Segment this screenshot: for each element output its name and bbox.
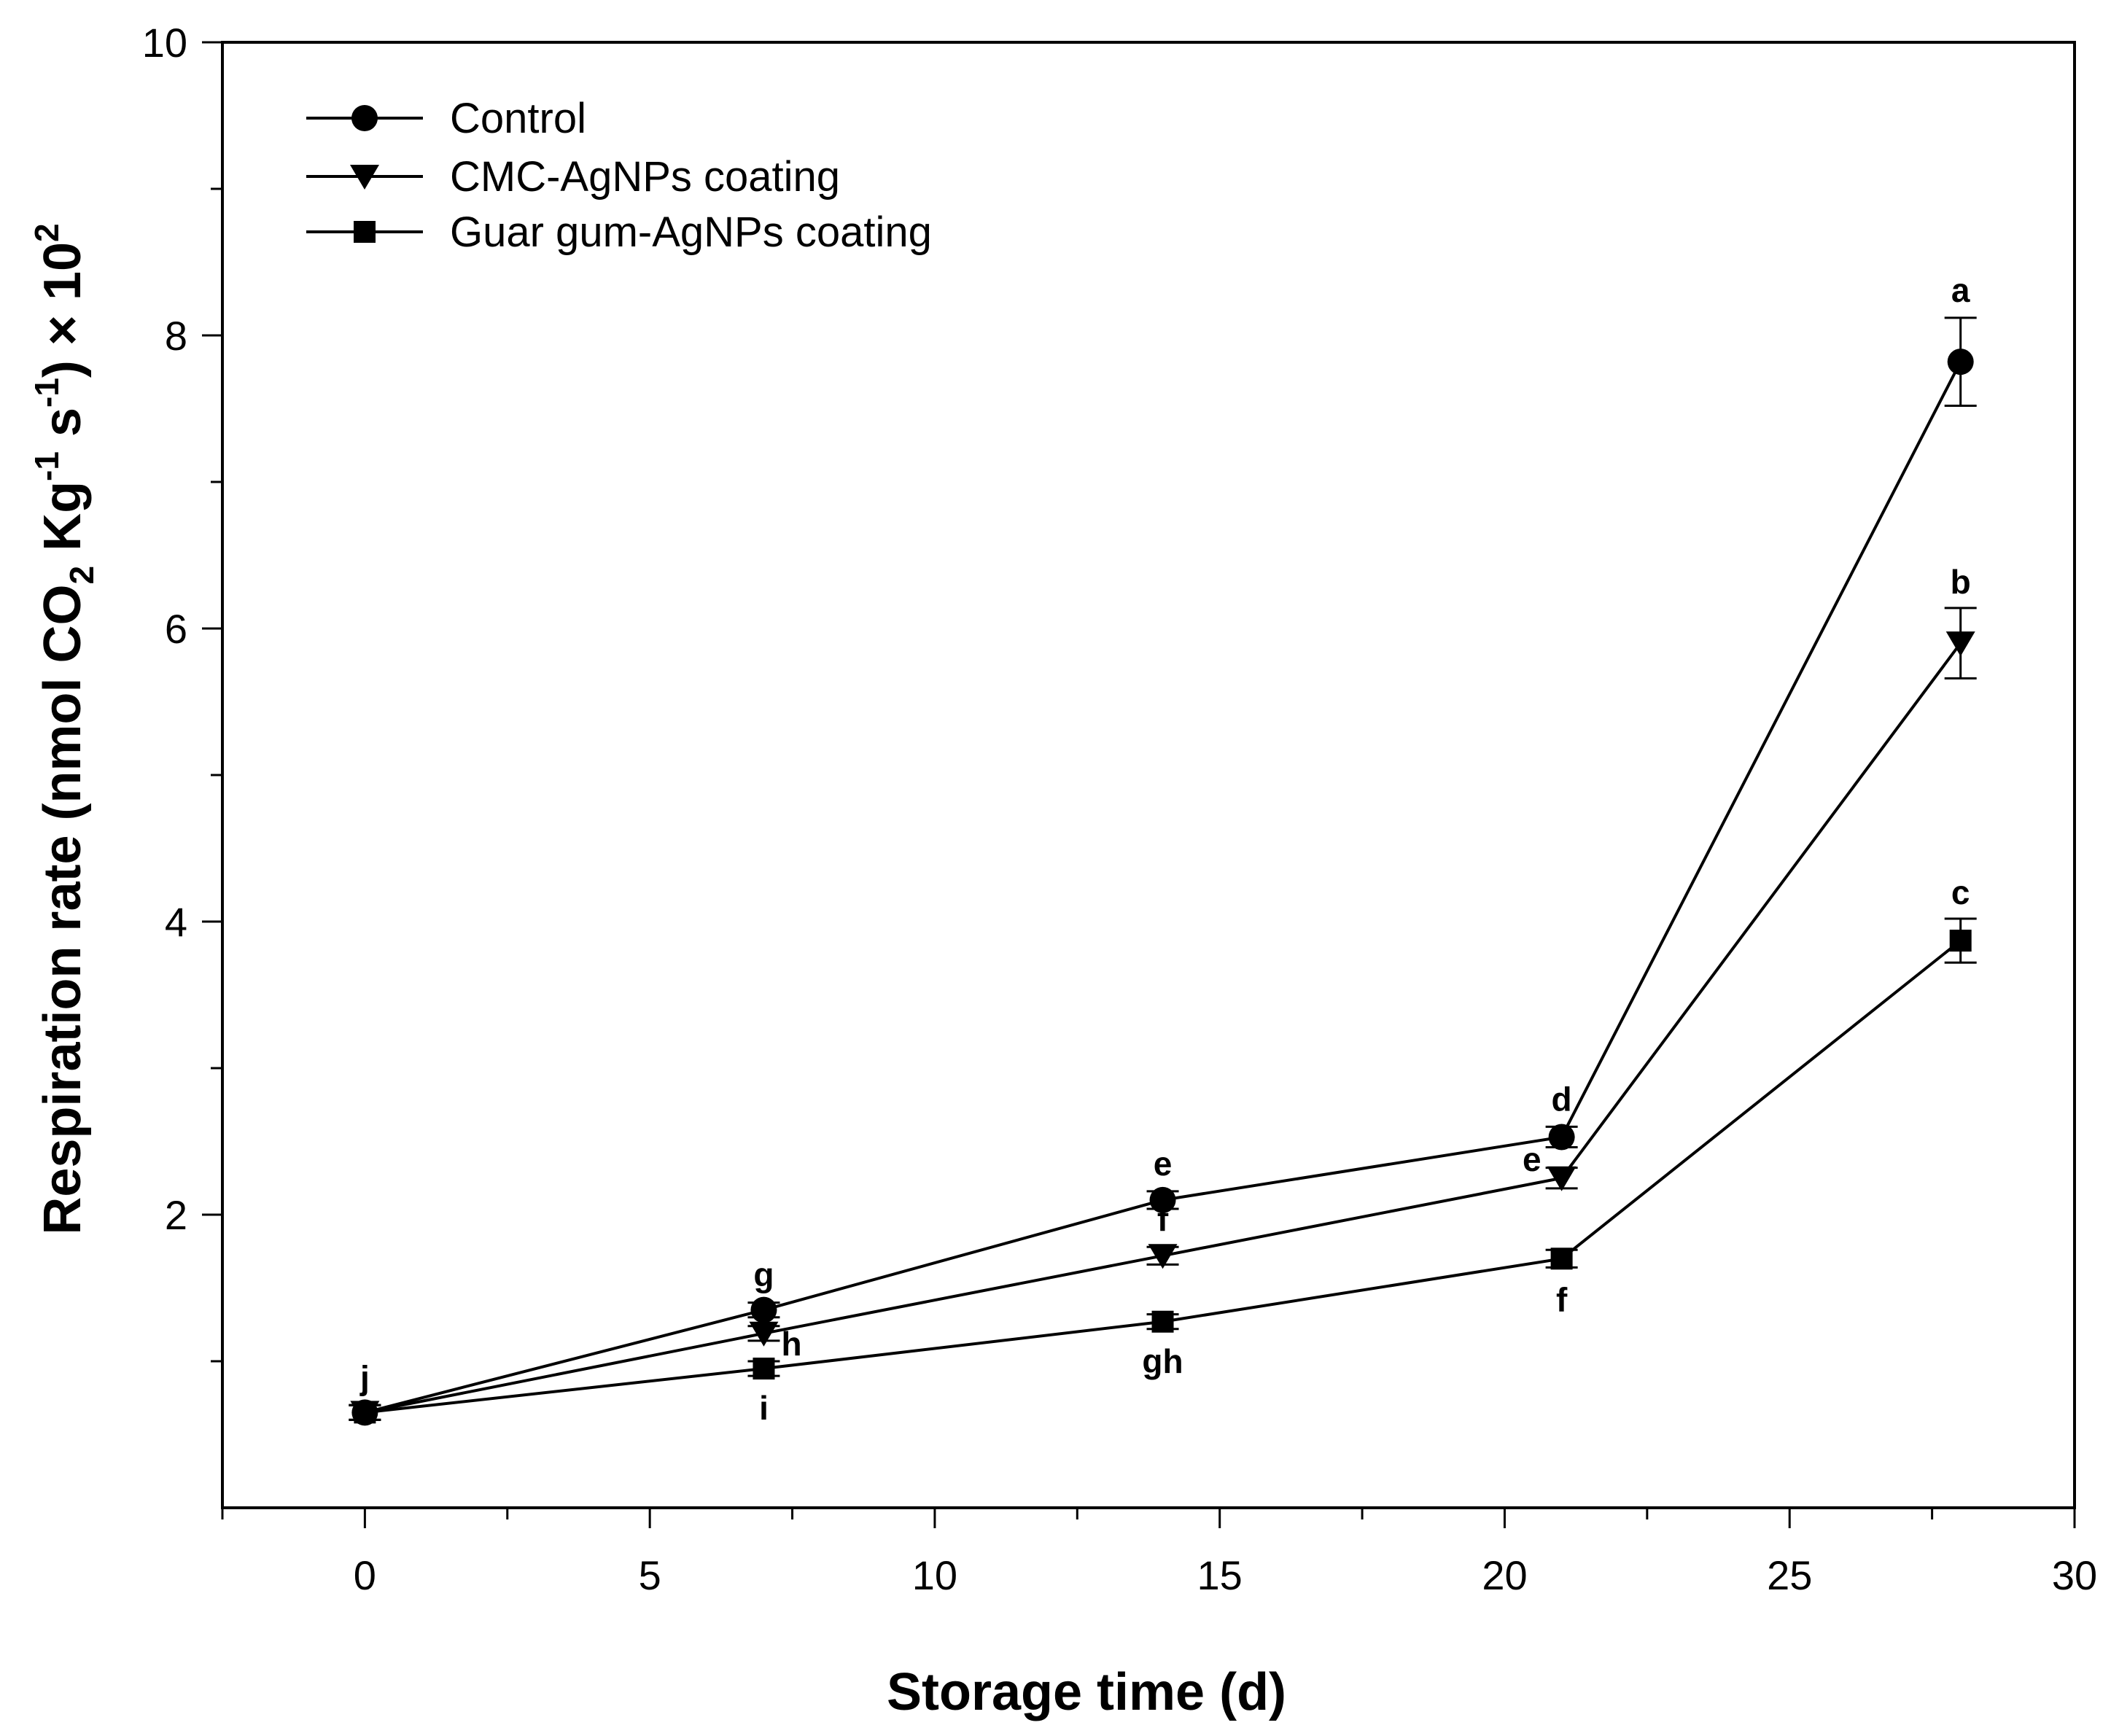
x-axis-title: Storage time (d) (887, 1663, 1286, 1721)
x-tick-label: 15 (1197, 1552, 1243, 1598)
y-tick-label: 10 (142, 20, 187, 66)
significance-letter: f (1556, 1280, 1568, 1318)
significance-letter: f (1157, 1200, 1169, 1238)
legend-label-control: Control (450, 95, 586, 142)
significance-letter: a (1951, 271, 1970, 309)
significance-letter: d (1552, 1080, 1572, 1118)
significance-letter: e (1154, 1145, 1173, 1183)
series-layer (349, 316, 1977, 1426)
legend-label-guar: Guar gum-AgNPs coating (450, 209, 932, 256)
legend-circle-marker (351, 105, 378, 131)
y-title-kg: Kg (34, 481, 92, 566)
series-line (364, 642, 1962, 1414)
x-tick-label: 10 (912, 1552, 957, 1598)
y-tick-label: 4 (165, 899, 187, 945)
data-point-circle (1149, 1186, 1176, 1213)
significance-letter: c (1951, 873, 1970, 911)
x-axis-ticks: 0 5 10 15 20 25 30 (221, 1508, 2097, 1598)
series-2 (349, 917, 1977, 1424)
significance-letter: i (759, 1389, 769, 1427)
series-1 (349, 607, 1977, 1426)
y-tick-label: 6 (165, 606, 187, 652)
x-tick-label: 20 (1482, 1552, 1527, 1598)
significance-letter: b (1951, 563, 1971, 601)
y-title-sup2: -1 (28, 378, 66, 408)
legend-triangle-marker (350, 165, 379, 190)
data-point-triangle (749, 1321, 779, 1347)
x-tick-label: 25 (1767, 1552, 1812, 1598)
x-tick-label: 5 (639, 1552, 661, 1598)
y-tick-label: 2 (165, 1192, 187, 1238)
data-point-triangle (1148, 1244, 1178, 1269)
y-title-s: s (34, 408, 92, 451)
legend-item-cmc: CMC-AgNPs coating (306, 153, 840, 201)
y-axis-title: Respiration rate (nmol CO2 Kg-1 s-1) × 1… (28, 223, 101, 1234)
data-point-circle (750, 1296, 777, 1323)
significance-letter: j (359, 1358, 370, 1396)
significance-letter: h (781, 1325, 801, 1363)
data-point-circle (1947, 349, 1974, 375)
y-title-times: ) × 10 (34, 242, 92, 378)
data-point-triangle (1547, 1166, 1577, 1191)
data-point-square (354, 1401, 376, 1424)
legend-item-guar: Guar gum-AgNPs coating (306, 209, 932, 256)
y-title-sub2: 2 (63, 566, 101, 585)
plot-frame (221, 41, 2076, 1509)
data-point-circle (1548, 1124, 1575, 1151)
y-axis-ticks: 2 4 6 8 10 (142, 20, 222, 1363)
x-tick-label: 0 (354, 1552, 376, 1598)
data-point-square (1151, 1310, 1174, 1333)
legend-square-marker (354, 221, 376, 243)
y-title-main: Respiration rate (nmol CO (34, 585, 92, 1235)
data-point-triangle (1945, 631, 1975, 657)
data-point-square (753, 1358, 775, 1380)
y-title-sup3: 2 (28, 223, 66, 242)
x-tick-label: 30 (2052, 1552, 2097, 1598)
data-point-square (1949, 930, 1972, 952)
significance-letter: gh (1142, 1342, 1183, 1380)
data-point-square (1550, 1247, 1573, 1270)
significance-letter: g (753, 1256, 774, 1294)
significance-letter: e (1523, 1140, 1542, 1178)
y-tick-label: 8 (165, 313, 187, 359)
legend: Control CMC-AgNPs coating Guar gum-AgNPs… (306, 95, 932, 256)
y-title-sup1: -1 (28, 451, 66, 481)
legend-item-control: Control (306, 95, 586, 142)
legend-label-cmc: CMC-AgNPs coating (450, 153, 840, 201)
